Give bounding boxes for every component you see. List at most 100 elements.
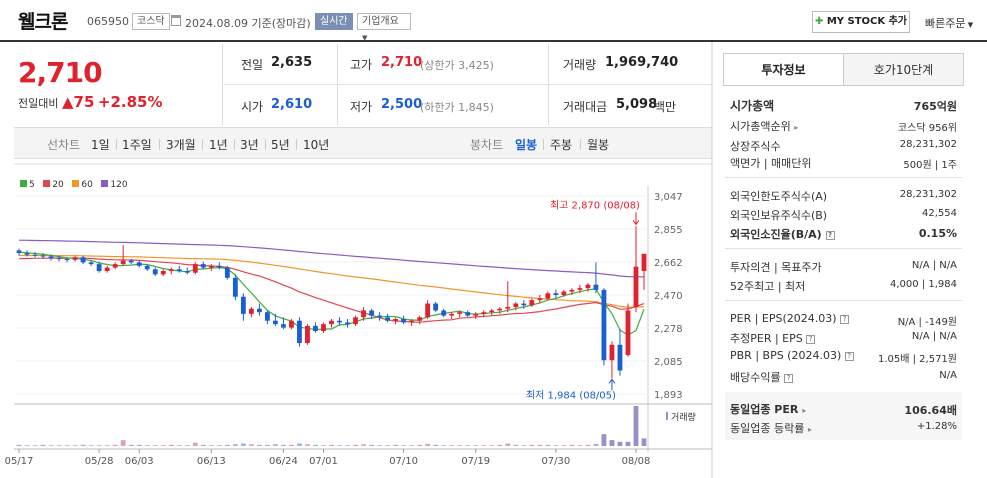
upper-limit: (상한가 3,425) [420, 59, 494, 72]
volume-bar [32, 445, 38, 446]
industry-per-link[interactable]: 동일업종 PER ▸ [730, 401, 806, 417]
market-cap-label: 시가총액 [730, 99, 775, 113]
est-per-label: 추정PER | EPS ? [730, 330, 816, 346]
volume-bar [465, 445, 471, 446]
separator [580, 139, 581, 150]
period-5y[interactable]: 5년 [271, 138, 290, 152]
ma20-line [18, 257, 645, 323]
volume-bar [593, 443, 599, 446]
investment-info-panel: 투자정보 호가10단계 [723, 53, 964, 443]
separator [202, 139, 203, 150]
help-icon[interactable]: ? [844, 351, 854, 361]
period-3m[interactable]: 3개월 [166, 138, 196, 152]
volume-label: 거래량 [563, 58, 597, 72]
legend-label: 20 [52, 180, 64, 190]
foreign-hold-label: 외국인보유주식수(B) [730, 209, 828, 222]
period-3y[interactable]: 3년 [240, 138, 259, 152]
chevron-down-icon: ▼ [965, 21, 974, 29]
divider [725, 177, 962, 178]
volume-bar [529, 444, 535, 446]
volume-bar [297, 443, 302, 446]
dividend-value: N/A [939, 370, 957, 381]
candle-body [385, 317, 390, 321]
candle-monthly[interactable]: 월봉 [587, 138, 610, 152]
high-annotation: 최고 2,870 (08/08) [550, 199, 640, 211]
volume-bar [120, 440, 126, 446]
volume-bar [625, 441, 631, 446]
candle-body [345, 322, 350, 325]
opinion-value: N/A | N/A [911, 260, 957, 271]
period-1w[interactable]: 1주일 [122, 138, 152, 152]
industry-rate-label: 동일업종 등락률 [730, 422, 805, 435]
candle-body [281, 324, 286, 328]
week52-value: 4,000 | 1,984 [890, 279, 957, 290]
volume-bar [425, 443, 431, 446]
help-icon[interactable]: ? [806, 334, 816, 344]
volume-bar [561, 445, 567, 446]
help-icon[interactable]: ? [840, 314, 850, 324]
y-tick-label: 2,855 [654, 225, 683, 236]
tab-order-book[interactable]: 호가10단계 [843, 53, 964, 86]
help-icon[interactable]: ? [784, 373, 794, 383]
candle-body [465, 312, 471, 316]
candle-daily[interactable]: 일봉 [515, 138, 538, 152]
industry-box [725, 392, 962, 440]
volume-bar [281, 444, 286, 446]
candle-body [313, 325, 318, 332]
volume-bar [184, 445, 190, 446]
market-badge: 코스닥 [132, 13, 170, 30]
amount-unit: 백만 [654, 100, 677, 114]
candle-body [96, 264, 102, 271]
volume-bar [200, 444, 206, 446]
stock-code: 065950 [87, 15, 129, 28]
volume-bar [569, 444, 575, 446]
x-tick-label: 05/17 [5, 456, 34, 467]
period-1y[interactable]: 1년 [209, 138, 228, 152]
period-1d[interactable]: 1일 [91, 138, 110, 152]
candle-body [417, 317, 423, 321]
price-chart[interactable]: 3,047 2,855 2,662 2,470 2,278 2,085 1,893 05/17… [0, 0, 720, 478]
candle-body [561, 291, 567, 295]
volume-bar [160, 445, 166, 446]
candle-body [449, 313, 455, 316]
stock-name: 웰크론 [18, 11, 68, 33]
candle-weekly[interactable]: 주봉 [550, 138, 573, 152]
change-rate: +2.85% [97, 93, 163, 111]
volume-bar [289, 444, 294, 446]
candle-body [361, 310, 366, 318]
volume-bar [248, 444, 254, 446]
legend-label: 5 [29, 180, 35, 190]
par-value-value: 500원 | 1주 [903, 160, 957, 171]
volume-bar [313, 444, 318, 446]
realtime-badge[interactable]: 실시간 [315, 13, 353, 30]
volume-bar [64, 445, 70, 446]
market-cap-rank-link[interactable]: 시가총액순위 ▸ [730, 118, 798, 134]
high-value: 2,710 [381, 55, 423, 70]
candle-body [240, 296, 246, 314]
volume-bar [553, 445, 559, 446]
candle-body [48, 256, 54, 259]
add-my-stock-button[interactable]: ✚ MY STOCK 추가 [812, 11, 910, 33]
est-per-value: N/A | N/A [911, 331, 957, 342]
help-icon[interactable]: ? [825, 230, 835, 240]
volume-bar [329, 444, 334, 446]
candle-body [553, 293, 559, 295]
base-date: 2024.08.09 기준(장마감) [185, 17, 311, 30]
company-info-button[interactable]: 기업개요 ▼ [357, 13, 411, 42]
industry-rate-link[interactable]: 동일업종 등락률 ▸ [730, 420, 812, 436]
foreign-limit-value: 28,231,302 [899, 189, 957, 200]
volume-bar [369, 444, 374, 446]
quick-order-link[interactable]: 빠른주문 ▼ [925, 15, 973, 31]
candle-body [481, 312, 487, 314]
volume-bar [80, 444, 86, 446]
candle-body [184, 270, 190, 273]
separator [296, 139, 297, 150]
legend-swatch [101, 180, 109, 187]
dividend-label: 배당수익률 ? [730, 369, 794, 385]
candle-body [601, 289, 607, 361]
candle-body [513, 303, 519, 308]
tab-investment-info[interactable]: 투자정보 [723, 53, 844, 86]
lower-limit: (하한가 1,845) [420, 101, 494, 114]
candle-body [160, 270, 166, 275]
period-10y[interactable]: 10년 [303, 138, 330, 152]
